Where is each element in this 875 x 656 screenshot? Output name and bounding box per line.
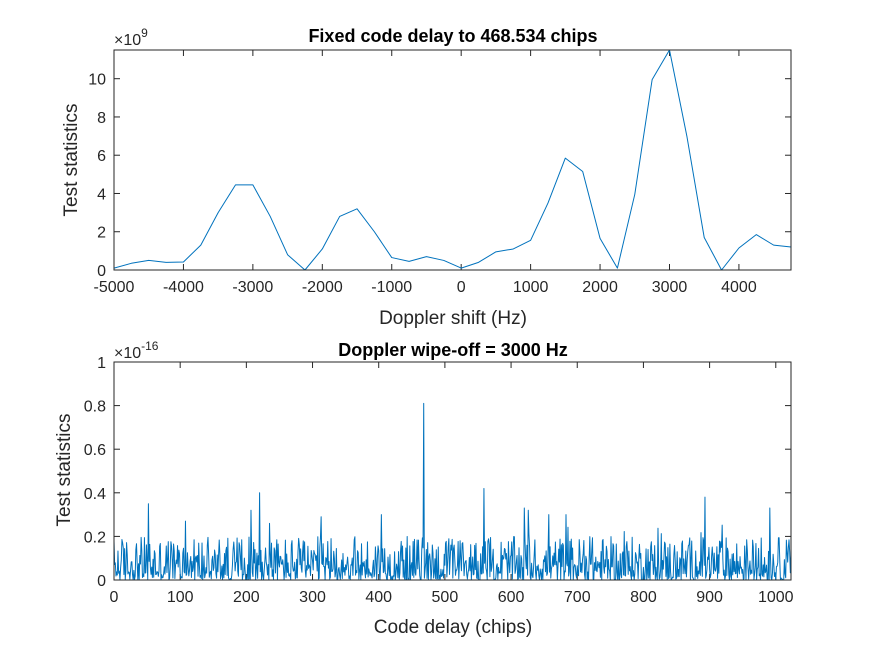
y-tick-label: 1 [97,355,106,372]
x-tick-label: -3000 [232,279,273,296]
bottom-chart-title: Doppler wipe-off = 3000 Hz [338,340,568,360]
x-tick-label: 400 [365,589,392,606]
bottom-series-line [113,402,792,581]
x-tick-label: 500 [432,589,459,606]
x-tick-label: 1000 [513,279,549,296]
bottom-axis-ticks: 0 100 200 300 400 500 600 700 800 900 1000 0 0.2 0.4 0… [84,355,794,606]
y-tick-label: 8 [97,110,106,127]
y-tick-label: 0 [97,573,106,590]
bottom-exponent-base: ×10 [114,345,141,362]
top-subplot: Fixed code delay to 468.534 chips ×109 -… [61,26,792,329]
x-tick-label: 600 [498,589,525,606]
top-series-line [113,49,792,271]
bottom-exponent-label: ×10-16 [114,339,159,362]
y-tick-label: 0.2 [84,529,106,546]
top-exponent-power: 9 [141,26,148,40]
y-tick-label: 4 [97,186,106,203]
top-ylabel: Test statistics [61,104,82,217]
top-axes-frame [113,49,792,271]
x-tick-label: 0 [110,589,119,606]
x-tick-label: 0 [457,279,466,296]
bottom-subplot: Doppler wipe-off = 3000 Hz ×10-16 0 100 20… [54,339,794,638]
x-tick-label: 1000 [758,589,794,606]
top-axis-ticks: -5000 -4000 -3000 -2000 -1000 0 1000 2000 3000 40… [88,50,791,296]
x-tick-label: -4000 [163,279,204,296]
y-tick-label: 0 [97,263,106,280]
bottom-ylabel: Test statistics [54,414,75,527]
x-tick-label: -5000 [94,279,135,296]
y-tick-label: 0.4 [84,486,106,503]
x-tick-label: 4000 [721,279,757,296]
bottom-xlabel: Code delay (chips) [374,617,532,638]
x-tick-label: 900 [696,589,723,606]
y-tick-label: 0.8 [84,399,106,416]
bottom-exponent-power: -16 [141,339,159,353]
y-tick-label: 6 [97,148,106,165]
top-xlabel: Doppler shift (Hz) [379,308,527,329]
bottom-axes-frame [113,361,792,581]
y-tick-label: 2 [97,225,106,242]
y-tick-label: 0.6 [84,442,106,459]
x-tick-label: 300 [299,589,326,606]
y-tick-label: 10 [88,72,106,89]
x-tick-label: 100 [167,589,194,606]
x-tick-label: -2000 [302,279,343,296]
x-tick-label: 2000 [582,279,618,296]
x-tick-label: 800 [630,589,657,606]
x-tick-label: -1000 [371,279,412,296]
top-chart-title: Fixed code delay to 468.534 chips [308,26,597,46]
top-exponent-base: ×10 [114,32,141,49]
x-tick-label: 700 [564,589,591,606]
x-tick-label: 3000 [652,279,688,296]
x-tick-label: 200 [233,589,260,606]
top-exponent-label: ×109 [114,26,148,49]
